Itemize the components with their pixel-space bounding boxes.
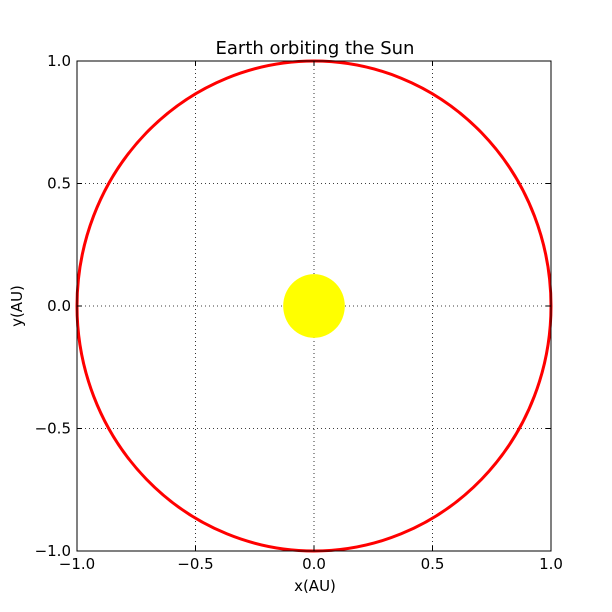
x-tick-label: 0.5 [421,555,445,573]
y-axis-label: y(AU) [8,285,26,327]
x-tick-label: 1.0 [539,555,563,573]
chart-title: Earth orbiting the Sun [216,38,415,59]
y-tick-label: −1.0 [35,542,71,560]
x-tick-label: 0.0 [302,555,326,573]
x-tick-label: −0.5 [177,555,213,573]
y-tick-label: −0.5 [35,420,71,438]
x-axis-label: x(AU) [294,577,336,595]
sun-marker [283,274,345,338]
y-tick-label: 0.5 [47,175,71,193]
tick-layer: −1.0 −0.5 0.0 0.5 1.0 −1.0 −0.5 0.0 0.5 1.0 [35,52,563,573]
x-tick-label: −1.0 [59,555,95,573]
y-tick-label: 0.0 [47,297,71,315]
y-tick-label: 1.0 [47,52,71,70]
